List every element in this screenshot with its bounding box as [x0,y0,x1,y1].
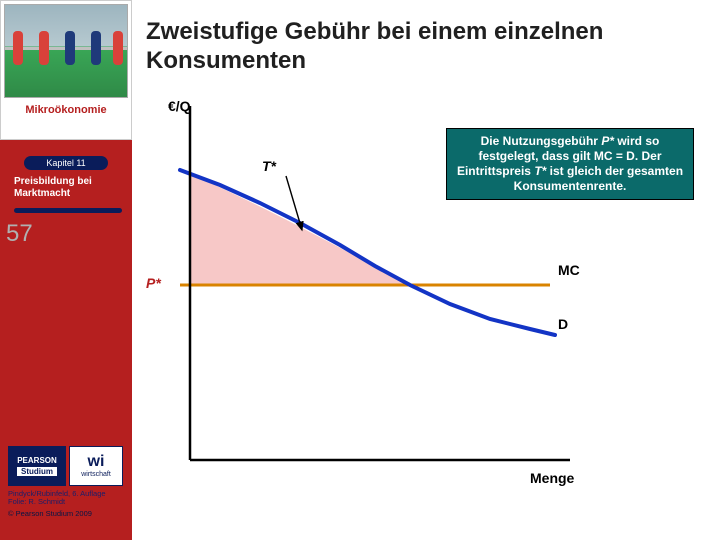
mc-label: MC [558,262,580,278]
y-axis-label: €/Q [168,98,191,114]
callout-part-a: Die Nutzungsgebühr [481,134,602,148]
x-axis-label: Menge [530,470,574,486]
d-label: D [558,316,568,332]
credits: Pindyck/Rubinfeld, 6. Auflage Folie: R. … [8,490,124,507]
wi-logo: wi wirtschaft [69,446,123,486]
wi-logo-sub: wirtschaft [81,471,111,478]
page-number-bar [14,208,122,213]
sidebar: Mikroökonomie Kapitel 11 Preisbildung be… [0,0,132,540]
pearson-logo: PEARSON Studium [8,446,66,486]
t-star-label: T* [262,158,276,174]
slide-main: Zweistufige Gebühr bei einem einzelnen K… [140,0,720,540]
pearson-logo-text: PEARSON [17,456,57,465]
sidebar-header: Mikroökonomie [0,0,132,140]
pearson-logo-sub: Studium [17,467,57,476]
wi-logo-text: wi [88,453,105,471]
p-star-label: P* [146,275,161,291]
explanation-callout: Die Nutzungsgebühr P* wird so festgelegt… [446,128,694,200]
publisher-logos: PEARSON Studium wi wirtschaft Pindyck/Ru… [8,446,124,519]
economics-chart: €/Q Menge P* T* MC D Die Nutzungsgebühr … [150,100,710,520]
callout-t-star: T* [534,164,546,178]
copyright: © Pearson Studium 2009 [8,509,124,518]
chapter-title: Preisbildung bei Marktmacht [0,176,132,208]
callout-p-star: P* [601,134,614,148]
cover-thumbnail [4,4,128,98]
sidebar-body: Kapitel 11 Preisbildung bei Marktmacht 5… [0,140,132,540]
chapter-pill: Kapitel 11 [24,156,108,170]
subject-label: Mikroökonomie [1,104,131,116]
page-number: 57 [6,220,33,248]
slide-title: Zweistufige Gebühr bei einem einzelnen K… [140,0,720,76]
